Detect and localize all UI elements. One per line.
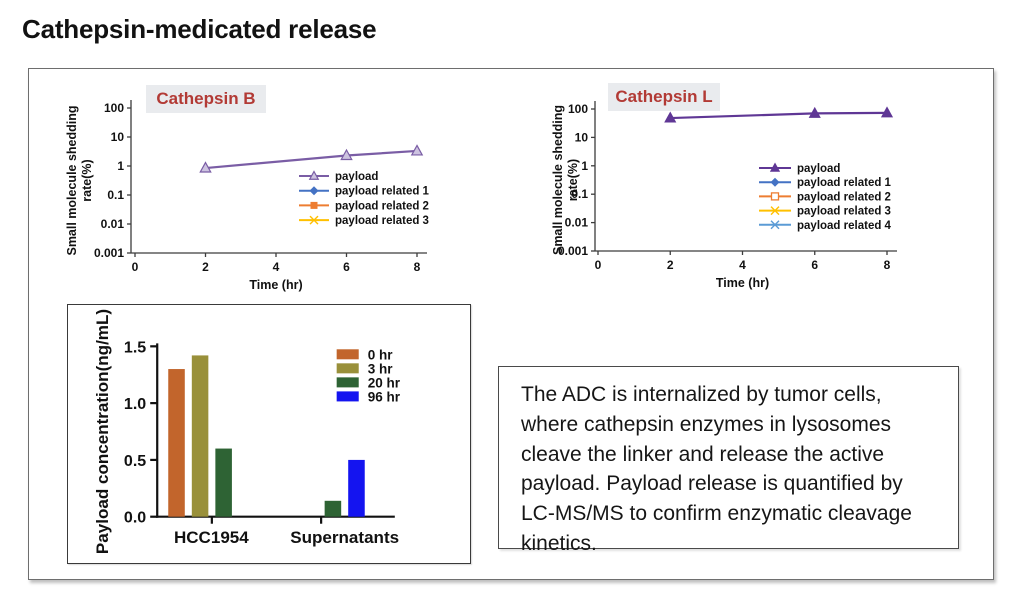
- bar: [348, 459, 365, 517]
- cathepsin-b-chart: Cathepsin B 100 10 1 0.1 0.01 0.001 0 2 4 6 8 Time …: [46, 81, 476, 296]
- y-tick-label: 0.5: [124, 452, 146, 470]
- payload-concentration-plot: 0.0 0.5 1.0 1.5 Payload concentration(ng/mL)…: [93, 309, 401, 554]
- bar: [168, 369, 185, 517]
- y-tick-label: 0.001: [94, 246, 124, 260]
- category-label: HCC1954: [174, 528, 249, 547]
- legend: payload payload related 1 payload related …: [299, 170, 430, 227]
- x-tick-label: 4: [739, 258, 746, 272]
- y-axis-label: Small molecule sheddingrate(%): [551, 105, 580, 255]
- y-tick-label: 0.1: [571, 187, 588, 201]
- legend-label: payload related 3: [797, 206, 891, 218]
- series-payload: [664, 106, 894, 123]
- legend-label: payload related 1: [335, 186, 430, 198]
- legend-label: 3 hr: [368, 361, 394, 376]
- cathepsin-b-plot: 100 10 1 0.1 0.01 0.001 0 2 4 6 8 Time (hr) Small mo…: [65, 100, 430, 292]
- cathepsin-b-label: Cathepsin B: [146, 85, 266, 113]
- x-tick-label: 6: [343, 260, 350, 274]
- cathepsin-l-chart: Cathepsin L 100 10 1 0.1 0.01 0.001 0 2 4 6 8 Time …: [546, 81, 976, 296]
- page-title: Cathepsin-medicated release: [22, 14, 377, 44]
- description-text: The ADC is internalized by tumor cells, …: [521, 383, 912, 556]
- x-tick-label: 8: [884, 258, 891, 272]
- x-tick-label: 2: [667, 258, 674, 272]
- y-tick-label: 1.5: [124, 338, 146, 356]
- x-axis-label: Time (hr): [716, 276, 769, 290]
- x-tick-label: 0: [132, 260, 139, 274]
- legend-label: 0 hr: [368, 347, 394, 362]
- x-tick-label: 4: [273, 260, 280, 274]
- legend-label: payload: [335, 171, 378, 183]
- axes: [150, 343, 395, 524]
- y-tick-label: 100: [104, 101, 124, 115]
- legend-label: 96 hr: [368, 389, 401, 404]
- y-axis-label: Payload concentration(ng/mL): [93, 309, 112, 554]
- legend-label: payload related 2: [335, 200, 429, 212]
- y-tick-label: 10: [575, 130, 589, 144]
- legend-label: payload: [797, 163, 840, 175]
- axes: [127, 100, 427, 257]
- bar: [324, 500, 342, 517]
- x-tick-label: 0: [595, 258, 602, 272]
- description-box: The ADC is internalized by tumor cells, …: [498, 366, 959, 555]
- bar: [191, 355, 209, 517]
- legend-label: payload related 4: [797, 220, 892, 232]
- legend: payload payload related 1 payload related …: [759, 162, 892, 232]
- category-label: Supernatants: [290, 528, 399, 547]
- x-tick-label: 6: [811, 258, 818, 272]
- x-tick-label: 2: [202, 260, 209, 274]
- y-tick-label: 100: [568, 102, 588, 116]
- legend-label: payload related 3: [335, 215, 429, 227]
- y-tick-label: 1: [117, 159, 124, 173]
- x-tick-label: 8: [414, 260, 421, 274]
- cathepsin-l-label: Cathepsin L: [608, 83, 720, 111]
- legend-label: payload related 2: [797, 191, 891, 203]
- y-tick-label: 0.01: [101, 217, 125, 231]
- cathepsin-l-plot: 100 10 1 0.1 0.01 0.001 0 2 4 6 8 Time (hr) Small mo…: [551, 101, 897, 290]
- y-axis-label: Small molecule sheddingrate(%): [65, 105, 94, 255]
- bar: [215, 448, 232, 517]
- y-tick-label: 0.01: [565, 216, 589, 230]
- series-payload: [199, 144, 424, 173]
- y-tick-label: 1.0: [124, 395, 146, 413]
- legend-label: 20 hr: [368, 375, 401, 390]
- y-tick-label: 0.1: [107, 188, 124, 202]
- y-tick-label: 1: [581, 159, 588, 173]
- y-tick-label: 0.001: [558, 244, 588, 258]
- legend-label: payload related 1: [797, 177, 892, 189]
- x-axis-label: Time (hr): [249, 278, 302, 292]
- y-tick-label: 10: [111, 130, 125, 144]
- y-tick-label: 0.0: [124, 509, 146, 527]
- content-panel: Cathepsin B 100 10 1 0.1 0.01 0.001 0 2 4 6 8 Time …: [28, 68, 994, 580]
- axes: [591, 101, 897, 255]
- payload-concentration-chart: 0.0 0.5 1.0 1.5 Payload concentration(ng/mL)…: [67, 304, 471, 564]
